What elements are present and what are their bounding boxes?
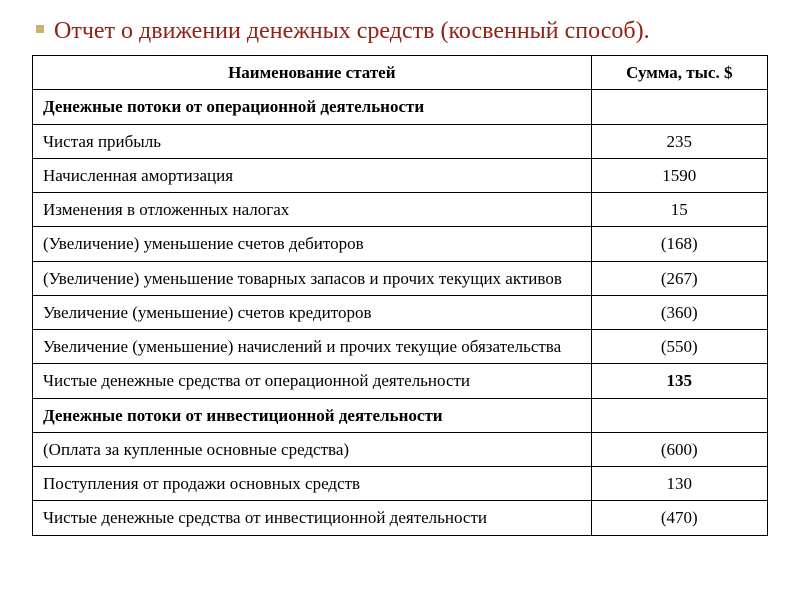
row-amount: (470) (591, 501, 767, 535)
row-amount (591, 398, 767, 432)
row-label: Чистые денежные средства от инвестиционн… (33, 501, 592, 535)
row-label: Чистые денежные средства от операционной… (33, 364, 592, 398)
row-amount: 130 (591, 467, 767, 501)
row-amount: 1590 (591, 158, 767, 192)
row-amount: (360) (591, 295, 767, 329)
table-row: Начисленная амортизация1590 (33, 158, 768, 192)
row-label: Чистая прибыль (33, 124, 592, 158)
row-label: (Оплата за купленные основные средства) (33, 432, 592, 466)
cash-flow-table: Наименование статей Сумма, тыс. $ Денежн… (32, 55, 768, 536)
table-row: Изменения в отложенных налогах15 (33, 193, 768, 227)
row-label: Начисленная амортизация (33, 158, 592, 192)
row-label: Поступления от продажи основных средств (33, 467, 592, 501)
row-amount (591, 90, 767, 124)
bullet-icon (36, 25, 44, 33)
row-amount: 235 (591, 124, 767, 158)
table-row: (Оплата за купленные основные средства)(… (33, 432, 768, 466)
table-row: Чистая прибыль235 (33, 124, 768, 158)
column-header-amount: Сумма, тыс. $ (591, 56, 767, 90)
table-row: Чистые денежные средства от инвестиционн… (33, 501, 768, 535)
table-row: (Увеличение) уменьшение счетов дебиторов… (33, 227, 768, 261)
table-row: Чистые денежные средства от операционной… (33, 364, 768, 398)
table-body: Денежные потоки от операционной деятельн… (33, 90, 768, 535)
row-label: Увеличение (уменьшение) счетов кредиторо… (33, 295, 592, 329)
table-row: Денежные потоки от операционной деятельн… (33, 90, 768, 124)
title-text: Отчет о движении денежных средств (косве… (54, 18, 650, 44)
column-header-name: Наименование статей (33, 56, 592, 90)
row-amount: 135 (591, 364, 767, 398)
table-row: Поступления от продажи основных средств1… (33, 467, 768, 501)
table-row: Увеличение (уменьшение) начислений и про… (33, 330, 768, 364)
page-title: Отчет о движении денежных средств (косве… (32, 18, 768, 45)
row-label: (Увеличение) уменьшение товарных запасов… (33, 261, 592, 295)
table-row: Денежные потоки от инвестиционной деятел… (33, 398, 768, 432)
row-amount: (600) (591, 432, 767, 466)
row-label: Денежные потоки от инвестиционной деятел… (33, 398, 592, 432)
table-row: Увеличение (уменьшение) счетов кредиторо… (33, 295, 768, 329)
row-amount: (168) (591, 227, 767, 261)
row-amount: 15 (591, 193, 767, 227)
row-label: Денежные потоки от операционной деятельн… (33, 90, 592, 124)
table-header-row: Наименование статей Сумма, тыс. $ (33, 56, 768, 90)
row-label: (Увеличение) уменьшение счетов дебиторов (33, 227, 592, 261)
row-amount: (267) (591, 261, 767, 295)
row-label: Увеличение (уменьшение) начислений и про… (33, 330, 592, 364)
row-amount: (550) (591, 330, 767, 364)
table-row: (Увеличение) уменьшение товарных запасов… (33, 261, 768, 295)
row-label: Изменения в отложенных налогах (33, 193, 592, 227)
